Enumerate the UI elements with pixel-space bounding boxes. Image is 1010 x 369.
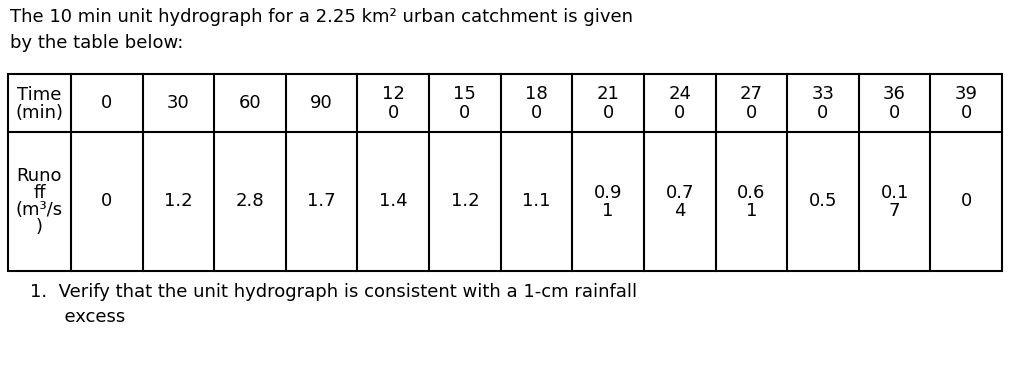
Text: 60: 60 <box>238 94 262 112</box>
Text: excess: excess <box>30 308 125 326</box>
Text: Runo: Runo <box>17 167 63 185</box>
Text: 1: 1 <box>602 203 614 221</box>
Text: 1: 1 <box>745 203 758 221</box>
Text: 12: 12 <box>382 85 405 103</box>
Text: 15: 15 <box>453 85 477 103</box>
Text: 0: 0 <box>460 104 471 122</box>
Text: 0.6: 0.6 <box>737 183 766 201</box>
Text: The 10 min unit hydrograph for a 2.25 km² urban catchment is given: The 10 min unit hydrograph for a 2.25 km… <box>10 8 633 26</box>
Text: 21: 21 <box>597 85 619 103</box>
Text: 33: 33 <box>811 85 834 103</box>
Text: 0: 0 <box>101 94 112 112</box>
Text: (min): (min) <box>15 104 64 122</box>
Text: 0: 0 <box>603 104 614 122</box>
Text: 0: 0 <box>961 104 972 122</box>
Text: 1.4: 1.4 <box>379 193 408 210</box>
Bar <box>8 74 1002 271</box>
Text: 27: 27 <box>740 85 763 103</box>
Text: 1.  Verify that the unit hydrograph is consistent with a 1-cm rainfall: 1. Verify that the unit hydrograph is co… <box>30 283 637 301</box>
Text: 0: 0 <box>817 104 828 122</box>
Text: 0: 0 <box>388 104 399 122</box>
Text: by the table below:: by the table below: <box>10 34 184 52</box>
Text: 0.7: 0.7 <box>666 183 694 201</box>
Text: 0: 0 <box>961 193 972 210</box>
Text: 24: 24 <box>669 85 691 103</box>
Text: ff: ff <box>33 184 45 202</box>
Text: (m³/s: (m³/s <box>16 201 63 219</box>
Text: 18: 18 <box>525 85 547 103</box>
Text: 90: 90 <box>310 94 333 112</box>
Text: 0: 0 <box>889 104 900 122</box>
Text: Time: Time <box>17 86 62 104</box>
Text: 4: 4 <box>674 203 686 221</box>
Text: 30: 30 <box>167 94 190 112</box>
Text: 0: 0 <box>745 104 756 122</box>
Text: ): ) <box>36 218 43 236</box>
Text: 0.1: 0.1 <box>881 183 909 201</box>
Text: 1.2: 1.2 <box>164 193 193 210</box>
Text: 0.5: 0.5 <box>809 193 837 210</box>
Text: 39: 39 <box>954 85 978 103</box>
Text: 7: 7 <box>889 203 900 221</box>
Text: 0: 0 <box>674 104 686 122</box>
Text: 1.1: 1.1 <box>522 193 550 210</box>
Text: 0: 0 <box>531 104 542 122</box>
Text: 0.9: 0.9 <box>594 183 622 201</box>
Text: 1.2: 1.2 <box>450 193 479 210</box>
Text: 36: 36 <box>883 85 906 103</box>
Text: 1.7: 1.7 <box>307 193 336 210</box>
Text: 0: 0 <box>101 193 112 210</box>
Text: 2.8: 2.8 <box>235 193 265 210</box>
